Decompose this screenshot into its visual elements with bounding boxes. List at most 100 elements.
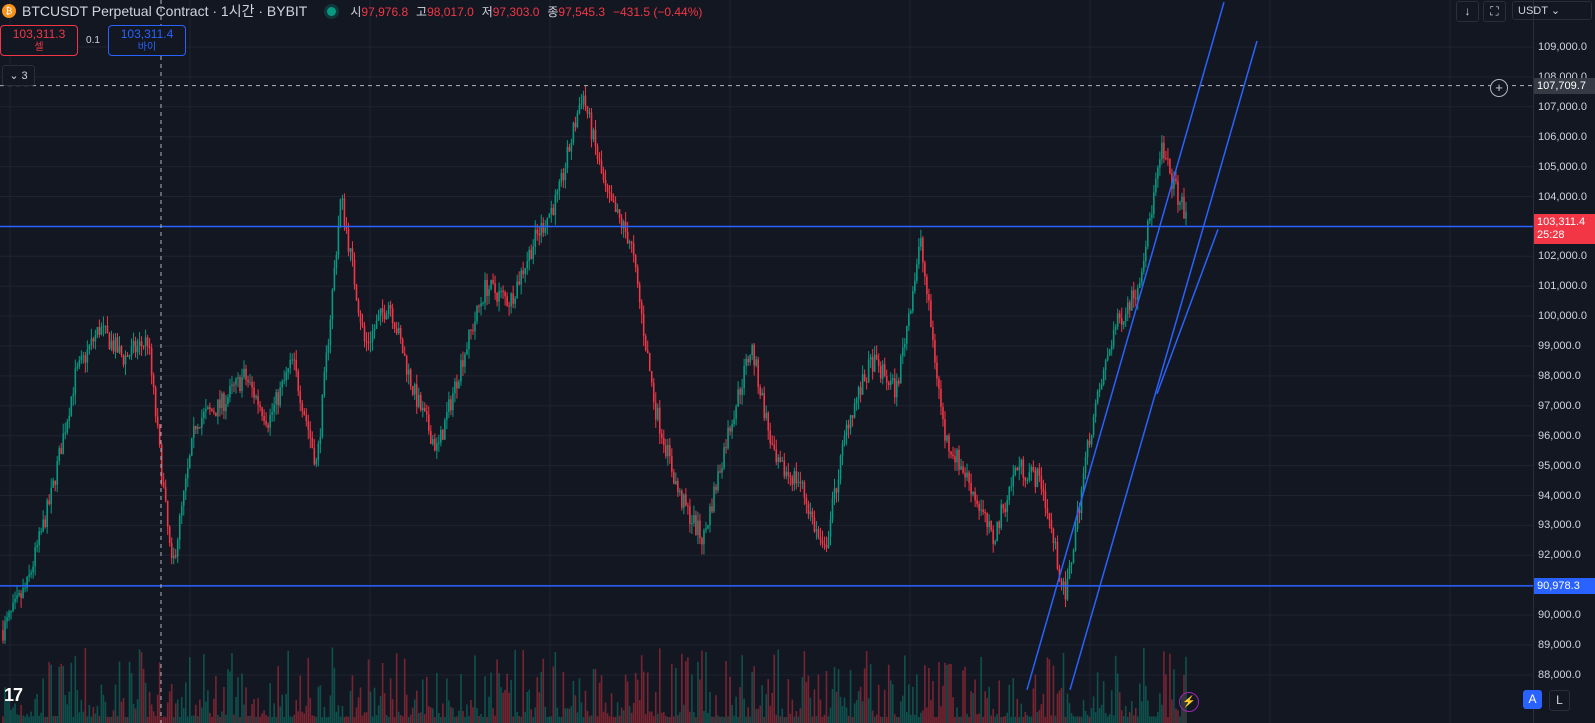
candle xyxy=(594,129,597,147)
candle xyxy=(1130,290,1133,311)
candle xyxy=(1068,565,1071,579)
candle xyxy=(1116,313,1119,327)
auto-scale-button[interactable]: A xyxy=(1523,690,1542,709)
candle xyxy=(379,308,382,316)
low-value: 97,303.0 xyxy=(492,4,540,19)
price-chart[interactable] xyxy=(0,0,1533,723)
volume-bar xyxy=(656,713,659,723)
candle xyxy=(980,509,982,511)
candle xyxy=(315,459,318,465)
currency-select[interactable]: USDT ⌄ xyxy=(1512,1,1592,20)
volume-bar xyxy=(1054,715,1057,723)
bitcoin-icon[interactable]: ₿ xyxy=(2,4,16,18)
volume-bar xyxy=(100,684,103,723)
candle xyxy=(257,396,259,405)
volume-bar xyxy=(1032,688,1035,723)
volume-bar xyxy=(90,716,93,723)
candle xyxy=(168,526,171,544)
candle xyxy=(960,466,962,470)
volume-bar xyxy=(359,687,362,723)
price-axis[interactable]: 109,000.0108,000.0107,000.0106,000.0105,… xyxy=(1533,0,1595,723)
candle xyxy=(353,259,356,285)
volume-bar xyxy=(261,713,263,723)
volume-bar xyxy=(283,716,285,723)
high-label: 고 xyxy=(416,4,428,19)
candle xyxy=(1006,500,1009,513)
volume-bar xyxy=(640,655,643,723)
add-alert-plus-icon[interactable]: + xyxy=(1490,79,1508,97)
volume-bar xyxy=(50,664,53,723)
candle xyxy=(863,374,866,382)
candle xyxy=(789,475,792,478)
volume-bar xyxy=(458,710,460,723)
candle xyxy=(122,355,125,365)
candle xyxy=(180,505,183,516)
candle xyxy=(564,168,567,181)
candle xyxy=(747,358,749,363)
volume-bar xyxy=(182,708,185,723)
volume-bar xyxy=(199,699,201,723)
candle xyxy=(699,520,701,538)
candle xyxy=(689,506,691,525)
candle xyxy=(291,359,294,361)
volume-bar xyxy=(108,716,111,723)
candle xyxy=(317,443,320,460)
candle xyxy=(871,357,874,372)
volume-bar xyxy=(1102,681,1105,723)
volume-bar xyxy=(564,708,567,723)
candle xyxy=(128,355,131,357)
candle xyxy=(343,198,346,226)
volume-bar xyxy=(1179,716,1181,723)
tradingview-logo-icon[interactable]: 17 xyxy=(4,685,23,705)
candle xyxy=(225,404,227,412)
candle xyxy=(693,515,695,524)
candle xyxy=(462,360,464,367)
candle xyxy=(375,320,378,329)
volume-bar xyxy=(484,676,486,723)
volume-bar xyxy=(540,671,543,723)
volume-bar xyxy=(950,664,952,723)
volume-bar xyxy=(434,716,436,723)
candle xyxy=(18,593,20,596)
candle xyxy=(687,505,689,507)
fullscreen-button[interactable]: ⛶ xyxy=(1483,1,1506,22)
log-scale-button[interactable]: L xyxy=(1549,690,1570,711)
candle xyxy=(446,412,448,420)
volume-bar xyxy=(1010,716,1013,723)
buy-button[interactable]: 103,311.4 바이 xyxy=(108,25,186,56)
candle xyxy=(739,389,741,395)
candle xyxy=(512,293,514,304)
download-button[interactable]: ↓ xyxy=(1456,1,1479,22)
candle xyxy=(954,456,956,463)
volume-bar xyxy=(16,714,18,723)
volume-bar xyxy=(446,678,448,723)
candle xyxy=(1028,472,1031,481)
candle xyxy=(811,511,814,518)
indicators-toggle-button[interactable]: ⌄ 3 xyxy=(2,65,35,86)
volume-bar xyxy=(652,716,655,723)
volume-bar xyxy=(1088,716,1091,723)
volume-bar xyxy=(126,717,129,723)
sell-button[interactable]: 103,311.3 셀 xyxy=(0,25,78,56)
price-axis-tick: 89,000.0 xyxy=(1538,639,1581,651)
price-axis-tick: 95,000.0 xyxy=(1538,459,1581,472)
candle xyxy=(703,530,705,545)
volume-bar xyxy=(819,699,822,723)
candle xyxy=(383,312,386,320)
volume-bar xyxy=(588,716,591,723)
volume-bar xyxy=(213,698,215,723)
volume-bar xyxy=(731,704,733,723)
close-value: 97,545.3 xyxy=(558,4,606,19)
candle xyxy=(1094,403,1097,417)
volume-bar xyxy=(801,677,804,723)
candle xyxy=(164,486,167,501)
volume-bar xyxy=(504,689,506,723)
volume-bar xyxy=(584,690,587,723)
volume-bar xyxy=(82,711,85,723)
volume-bar xyxy=(319,685,322,723)
candle xyxy=(30,572,32,575)
symbol-title[interactable]: BTCUSDT Perpetual Contract · 1시간 · BYBIT xyxy=(22,3,308,19)
candle xyxy=(1022,459,1025,478)
lightning-icon[interactable]: ⚡ xyxy=(1179,692,1199,712)
volume-bar xyxy=(1036,712,1039,723)
